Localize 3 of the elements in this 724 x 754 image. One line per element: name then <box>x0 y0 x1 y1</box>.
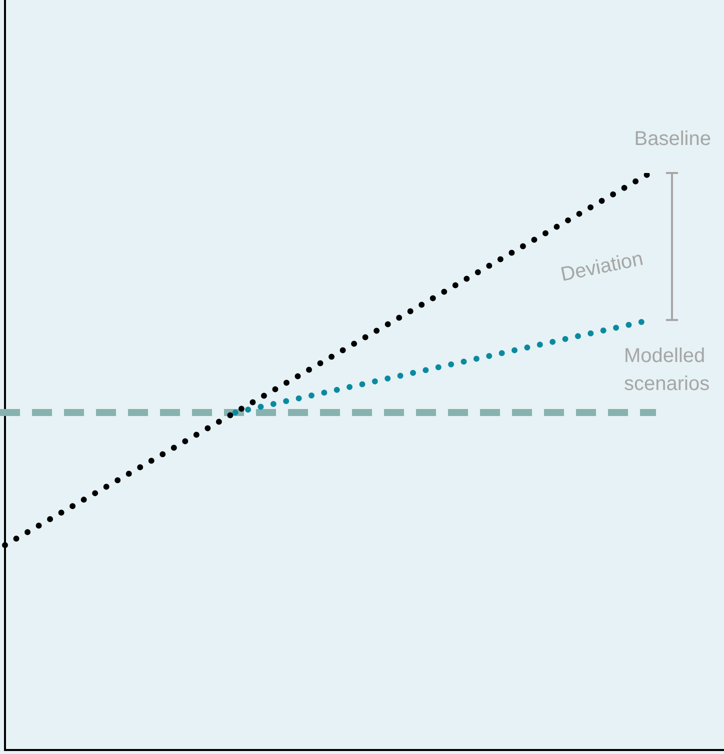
series-label: Modelled scenarios <box>624 345 710 396</box>
annotation: Deviation <box>558 248 645 286</box>
series-label: Baseline <box>634 128 711 150</box>
